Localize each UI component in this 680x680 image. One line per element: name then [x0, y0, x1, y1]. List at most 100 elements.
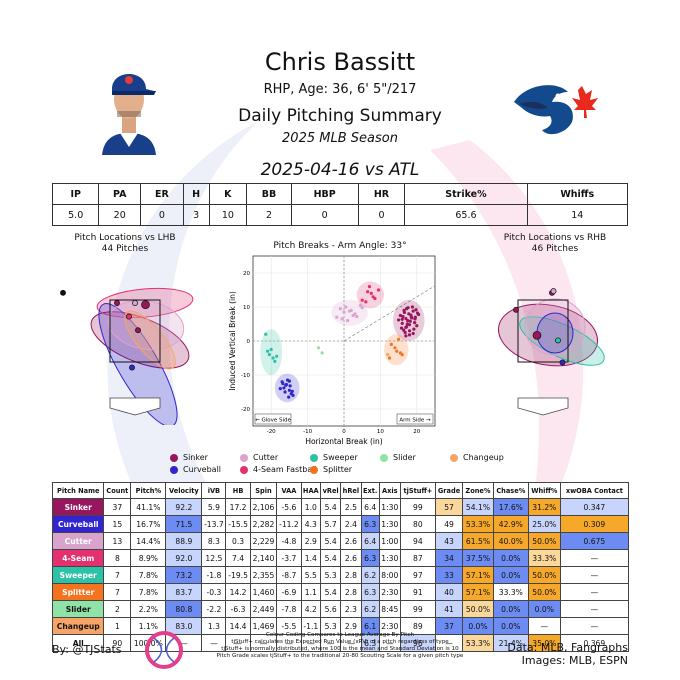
pitch-name-cell: Cutter — [51, 532, 105, 550]
table-row: Cutter 13 14.4% 88.9 8.3 0.3 2,229 -4.8 2.9 5.4 2.… — [51, 532, 630, 550]
x-tick-label: -10 — [303, 429, 312, 435]
cell-spin: 2,282 — [249, 515, 278, 533]
cell-spin: 2,229 — [249, 532, 278, 550]
cell-hrel: 2.4 — [340, 515, 362, 533]
point-4-seam-fastball — [369, 291, 373, 295]
point-sinker — [400, 321, 404, 325]
cell-ivb: — — [201, 634, 227, 652]
cell-vrel: 5.3 — [320, 566, 342, 584]
tjstats-logo — [145, 631, 183, 669]
legend-label: Splitter — [323, 465, 353, 474]
cell-xwoba-contact: — — [559, 600, 630, 618]
cell-vaa: -3.7 — [276, 549, 302, 567]
cell-whiff: 50.0% — [527, 566, 561, 584]
cell-vrel: — — [320, 634, 342, 652]
cell-ext: 6.3 — [360, 515, 380, 533]
cell-axis: 2:30 — [378, 583, 401, 601]
cell-haa: 4.3 — [300, 515, 322, 533]
point-4-seam-fastball — [373, 296, 377, 301]
legend-marker — [380, 453, 388, 462]
home-plate — [517, 397, 569, 416]
point-cutter — [355, 314, 359, 319]
box-header-ip: IP — [51, 183, 100, 205]
glove-side-box — [254, 413, 292, 425]
cell-spin: 1,460 — [249, 583, 278, 601]
table-row: Slider 2 2.2% 80.8 -2.2 -6.3 2,449 -7.8 4.2 5.6 2.… — [51, 600, 630, 618]
legend-curveball: Curveball — [170, 465, 221, 474]
cell-spin: 1,469 — [249, 617, 278, 635]
cell-vaa: -4.8 — [276, 532, 302, 550]
col-grade: Grade — [434, 482, 464, 499]
cell-ext: 6.3 — [360, 634, 380, 652]
point-sweeper — [267, 353, 271, 357]
cell-count: 13 — [103, 532, 132, 550]
col-zone: Zone% — [462, 482, 494, 499]
cell-vaa: -8.7 — [276, 566, 302, 584]
location-sinker — [513, 306, 519, 313]
footnote: Colour Coding Compares to League Average… — [210, 632, 470, 660]
y-tick-label: 20 — [243, 271, 250, 277]
cell-whiff: 31.2% — [527, 498, 561, 516]
cell-chase: 0.0% — [492, 566, 529, 584]
legend-changeup: Changeup — [450, 453, 504, 462]
point-curveball — [278, 387, 282, 391]
cell-spin: — — [249, 634, 278, 652]
cell-zone: 57.1% — [462, 566, 494, 584]
location-curveball — [559, 359, 566, 366]
cell-axis: 1:00 — [378, 532, 401, 550]
cell-vrel: 5.4 — [320, 583, 342, 601]
lhb-panel-title: Pitch Locations vs LHB 44 Pitches — [50, 233, 200, 255]
cell-spin: 2,355 — [249, 566, 278, 584]
point-cutter — [342, 310, 346, 314]
cell-vrel: 5.6 — [320, 600, 342, 618]
point-sinker — [415, 311, 420, 315]
cell-grade: 57 — [434, 498, 464, 516]
legend-splitter: Splitter — [310, 465, 352, 474]
cell-velocity: 88.9 — [165, 532, 203, 550]
legend-marker — [170, 453, 178, 462]
point-splitter — [387, 356, 392, 360]
cell-chase: 42.9% — [492, 515, 529, 533]
point-sinker — [407, 329, 412, 333]
col-axis: Axis — [378, 482, 401, 499]
point-sweeper — [265, 349, 270, 353]
point-splitter — [393, 346, 397, 350]
point-cutter — [346, 319, 350, 323]
col-xwoba-contact: xwOBA Contact — [559, 482, 630, 499]
box-header-k: K — [208, 183, 248, 205]
point-changeup — [386, 353, 390, 357]
cluster-cutter — [331, 299, 368, 326]
pitch-name-cell: 4-Seam — [51, 549, 105, 567]
cell-hrel: 2.8 — [340, 583, 362, 601]
box-header-er: ER — [140, 183, 184, 205]
arm-angle-line — [343, 285, 436, 342]
legend-label: 4-Seam Fastball — [253, 465, 317, 474]
box-value-k: 10 — [208, 204, 248, 226]
blue-jays-logo — [514, 85, 598, 135]
cell-haa: 1.4 — [300, 549, 322, 567]
cell-spin: 2,140 — [249, 549, 278, 567]
cell-xwoba-contact: 0.309 — [559, 515, 630, 533]
rhb-title: Pitch Locations vs RHB — [503, 233, 607, 243]
pitch-name-cell: Curveball — [51, 515, 105, 533]
report-title: Daily Pitching Summary — [238, 106, 442, 126]
box-header-pa: PA — [98, 183, 142, 205]
location-sinker — [135, 327, 141, 334]
point-curveball — [291, 393, 295, 397]
legend-label: Changeup — [463, 453, 504, 462]
x-tick-label: 20 — [413, 429, 420, 435]
point-sinker — [402, 328, 406, 332]
point-splitter — [397, 337, 401, 341]
point-sweeper — [269, 347, 273, 352]
cell-ivb: 12.5 — [201, 549, 227, 567]
curveball-region — [98, 303, 178, 425]
box-value-pa: 20 — [98, 204, 142, 226]
cell-tjstuff: 89 — [399, 617, 436, 635]
cell-chase: 0.0% — [492, 600, 529, 618]
col-hb: HB — [225, 482, 251, 499]
col-pitch-name: Pitch Name — [51, 482, 105, 499]
legend-sinker: Sinker — [170, 453, 208, 462]
cell-pitch: 7.8% — [130, 566, 167, 584]
data-source: Data: MLB, Fangraphs — [507, 641, 628, 654]
